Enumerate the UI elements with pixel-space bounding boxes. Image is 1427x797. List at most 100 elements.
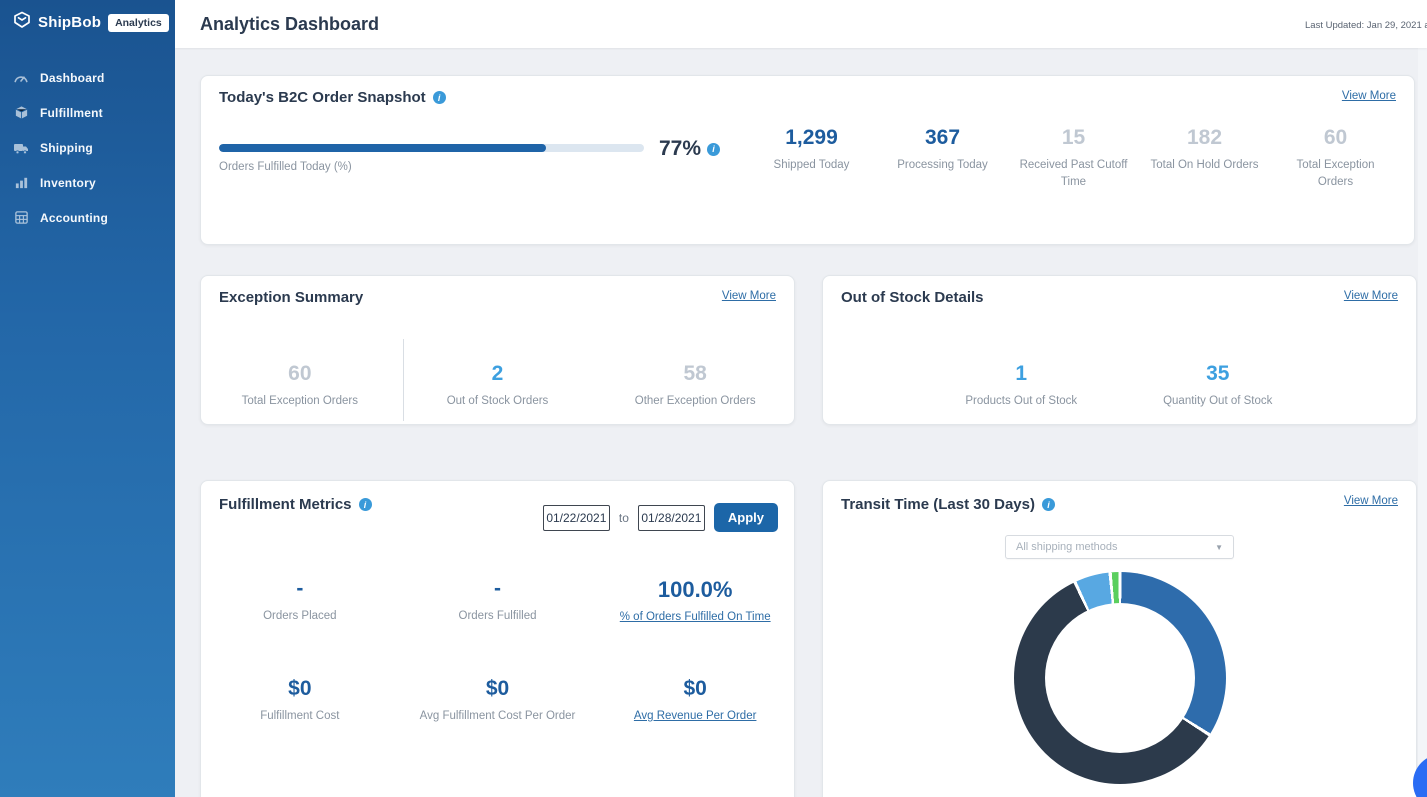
sidebar-item-inventory[interactable]: Inventory (0, 165, 175, 200)
sidebar: ShipBob Analytics Dashboard Fulfillment … (0, 0, 175, 797)
shipping-method-select[interactable]: All shipping methods ▼ (1005, 535, 1234, 559)
to-label: to (618, 510, 629, 525)
stat-fulfillment-cost: $0 Fulfillment Cost (201, 677, 399, 725)
stat-label: Avg Fulfillment Cost Per Order (419, 710, 576, 723)
stat-total-exception-orders: 60 Total Exception Orders (201, 362, 399, 410)
stat-total-exceptions: 60 Total Exception Orders (1270, 126, 1401, 190)
info-icon[interactable]: i (1041, 498, 1055, 511)
sidebar-item-label: Shipping (40, 140, 93, 155)
stat-avg-fulfillment-cost: $0 Avg Fulfillment Cost Per Order (399, 677, 597, 725)
stat-value: - (494, 577, 501, 600)
stat-label: Total Exception Orders (1296, 159, 1375, 188)
card-title: Fulfillment Metrics i (219, 496, 372, 513)
out-of-stock-stats: 1 Products Out of Stock 35 Quantity Out … (823, 362, 1416, 410)
apply-button[interactable]: Apply (713, 503, 778, 532)
view-more-link[interactable]: View More (1343, 290, 1398, 302)
card-transit-time: Transit Time (Last 30 Days) i View More … (822, 480, 1417, 797)
progress-percent: 77% i (659, 137, 721, 161)
info-icon[interactable]: i (432, 91, 446, 104)
shipbob-logo-icon (13, 11, 31, 34)
card-title-text: Today's B2C Order Snapshot (219, 89, 426, 106)
view-more-link[interactable]: View More (1343, 495, 1398, 507)
info-icon[interactable]: i (358, 498, 372, 511)
stat-total-on-hold: 182 Total On Hold Orders (1139, 126, 1270, 190)
sidebar-item-label: Accounting (40, 210, 108, 225)
cube-icon (13, 105, 29, 121)
stat-label: Products Out of Stock (965, 395, 1078, 408)
main-content: Today's B2C Order Snapshot i View More O… (175, 48, 1427, 797)
sidebar-item-fulfillment[interactable]: Fulfillment (0, 95, 175, 130)
scrollbar-gutter[interactable] (1418, 48, 1427, 797)
stat-quantity-out-of-stock: 35 Quantity Out of Stock (1120, 362, 1317, 410)
transit-time-donut-chart[interactable] (1014, 572, 1226, 784)
date-to-input[interactable] (637, 504, 705, 531)
sidebar-item-label: Fulfillment (40, 105, 103, 120)
stat-label: Total Exception Orders (241, 395, 358, 408)
stat-out-of-stock-orders: 2 Out of Stock Orders (399, 362, 597, 410)
analytics-badge: Analytics (108, 13, 169, 32)
stat-avg-revenue-per-order: $0 Avg Revenue Per Order (596, 677, 794, 725)
stat-label: Processing Today (897, 159, 988, 172)
sidebar-item-dashboard[interactable]: Dashboard (0, 60, 175, 95)
date-from-input[interactable] (542, 504, 610, 531)
stat-orders-placed: - Orders Placed (201, 577, 399, 626)
card-fulfillment-metrics: Fulfillment Metrics i to Apply - Orders … (200, 480, 795, 797)
card-title-text: Exception Summary (219, 289, 364, 306)
progress-track (219, 144, 644, 152)
stat-processing-today: 367 Processing Today (877, 126, 1008, 190)
card-order-snapshot: Today's B2C Order Snapshot i View More O… (200, 75, 1415, 245)
card-title: Out of Stock Details (841, 289, 984, 306)
percent-value: 77% (659, 137, 702, 160)
sidebar-item-accounting[interactable]: Accounting (0, 200, 175, 235)
fulfillment-progress: Orders Fulfilled Today (%) (219, 144, 644, 173)
last-updated-text: Last Updated: Jan 29, 2021 at 9:5 (1305, 20, 1427, 31)
stat-value: 2 (491, 362, 504, 385)
sidebar-item-shipping[interactable]: Shipping (0, 130, 175, 165)
stat-label: Out of Stock Orders (446, 395, 549, 408)
info-icon[interactable]: i (707, 142, 721, 156)
stat-value: 182 (1186, 126, 1223, 149)
stat-value: 15 (1061, 126, 1086, 149)
stat-value: $0 (288, 677, 312, 700)
stat-value: 1,299 (785, 126, 838, 149)
donut-hole (1045, 603, 1195, 753)
stat-orders-fulfilled-on-time: 100.0% % of Orders Fulfilled On Time (596, 577, 794, 626)
stat-value: 35 (1206, 362, 1230, 385)
snapshot-stats: 1,299 Shipped Today 367 Processing Today… (746, 126, 1401, 190)
select-value: All shipping methods (1016, 541, 1118, 553)
exception-stats: 60 Total Exception Orders 2 Out of Stock… (201, 362, 794, 410)
stat-other-exception-orders: 58 Other Exception Orders (596, 362, 794, 410)
stat-label: Orders Fulfilled (458, 610, 537, 623)
stat-value: 60 (1323, 126, 1348, 149)
stat-value: 60 (288, 362, 312, 385)
card-title: Today's B2C Order Snapshot i (219, 89, 446, 106)
logo[interactable]: ShipBob Analytics (0, 0, 175, 34)
view-more-link[interactable]: View More (721, 290, 776, 302)
stat-orders-fulfilled: - Orders Fulfilled (399, 577, 597, 626)
progress-label: Orders Fulfilled Today (%) (219, 161, 352, 173)
stat-label: Received Past Cutoff Time (1019, 159, 1128, 188)
stat-value: $0 (485, 677, 510, 700)
card-title: Transit Time (Last 30 Days) i (841, 496, 1055, 513)
date-range-controls: to Apply (542, 503, 778, 532)
card-title-text: Out of Stock Details (841, 289, 984, 306)
stat-label: Other Exception Orders (634, 395, 756, 408)
logo-text: ShipBob (38, 14, 102, 31)
card-title: Exception Summary (219, 289, 363, 306)
stat-label-link[interactable]: % of Orders Fulfilled On Time (619, 611, 771, 624)
stat-label-link[interactable]: Avg Revenue Per Order (633, 710, 757, 723)
stat-label: Total On Hold Orders (1150, 159, 1259, 172)
stat-value: - (296, 577, 304, 600)
metrics-row-2: $0 Fulfillment Cost $0 Avg Fulfillment C… (201, 677, 794, 725)
metrics-row-1: - Orders Placed - Orders Fulfilled 100.0… (201, 577, 794, 626)
stat-products-out-of-stock: 1 Products Out of Stock (923, 362, 1120, 410)
sidebar-item-label: Inventory (40, 175, 96, 190)
stat-label: Shipped Today (773, 159, 850, 172)
stat-label: Quantity Out of Stock (1163, 395, 1273, 408)
header: Analytics Dashboard Last Updated: Jan 29… (175, 0, 1427, 48)
stat-divider (402, 339, 404, 421)
stat-label: Fulfillment Cost (260, 710, 340, 723)
view-more-link[interactable]: View More (1341, 90, 1396, 102)
stat-value: 1 (1015, 362, 1028, 385)
stat-value: 367 (924, 126, 961, 149)
